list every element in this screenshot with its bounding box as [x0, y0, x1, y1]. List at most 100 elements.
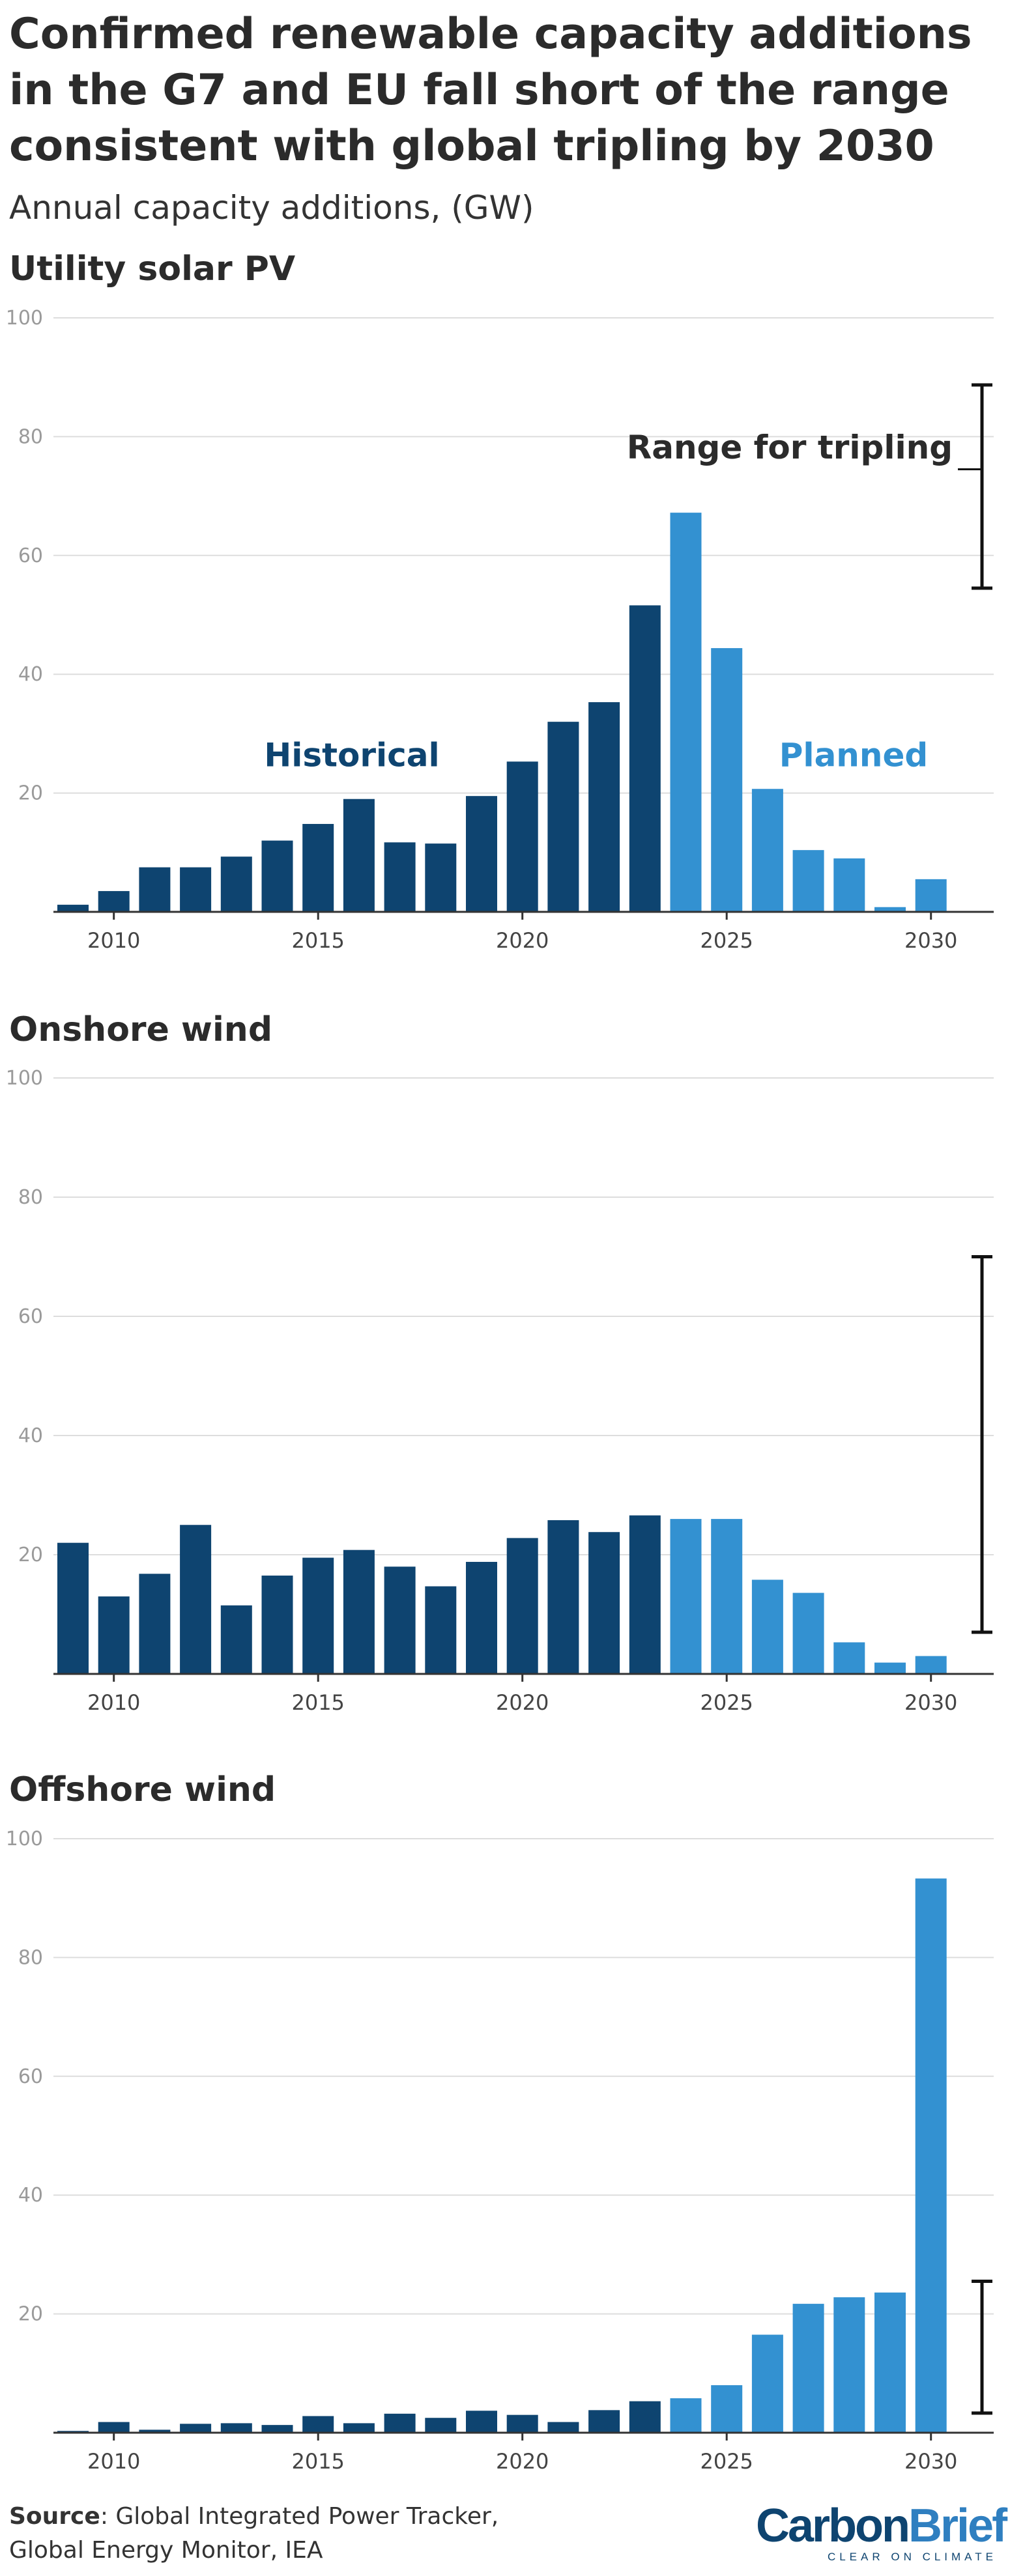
logo-text-carbon: Carbon	[756, 2500, 910, 2552]
bar-historical-2022	[588, 2410, 620, 2433]
y-tick-label: 20	[18, 782, 43, 805]
bar-historical-2010	[98, 2422, 130, 2433]
x-tick-label: 2030	[904, 1690, 957, 1715]
bar-historical-2017	[384, 2413, 416, 2433]
logo-tagline: CLEAR ON CLIMATE	[827, 2551, 997, 2563]
bar-historical-2019	[466, 2411, 497, 2433]
chart-title: Confirmed renewable capacity additions i…	[9, 10, 972, 171]
bar-planned-2028	[833, 1642, 865, 1674]
x-tick-label: 2030	[904, 928, 957, 953]
bar-planned-2029	[874, 1662, 906, 1674]
y-tick-label: 20	[18, 2303, 43, 2326]
bar-planned-2025	[711, 2385, 743, 2433]
y-tick-label: 20	[18, 1544, 43, 1566]
bar-planned-2026	[751, 2334, 783, 2433]
bar-planned-2028	[833, 858, 865, 912]
historical-annotation: Historical	[264, 737, 439, 774]
bar-historical-2019	[466, 796, 497, 912]
bar-planned-2029	[874, 907, 906, 912]
bar-historical-2014	[261, 2425, 293, 2433]
y-tick-label: 40	[18, 663, 43, 686]
bar-planned-2030	[915, 1878, 947, 2433]
y-tick-label: 100	[6, 1067, 43, 1090]
bar-historical-2013	[220, 1605, 252, 1674]
bar-historical-2021	[547, 722, 579, 912]
bar-planned-2025	[711, 1519, 743, 1674]
bar-historical-2022	[588, 702, 620, 912]
y-tick-label: 100	[6, 1828, 43, 1850]
y-tick-label: 80	[18, 1186, 43, 1209]
bar-planned-2026	[751, 1579, 783, 1674]
bar-planned-2029	[874, 2292, 906, 2433]
bar-historical-2012	[180, 2424, 212, 2433]
bar-historical-2016	[343, 2423, 375, 2433]
x-tick-label: 2010	[87, 928, 140, 953]
x-tick-label: 2015	[291, 928, 344, 953]
bar-historical-2016	[343, 799, 375, 912]
carbonbrief-logo: CarbonBrief CLEAR ON CLIMATE	[756, 2500, 1007, 2564]
bar-historical-2015	[302, 1557, 334, 1674]
bar-planned-2028	[833, 2297, 865, 2433]
bar-historical-2009	[57, 1542, 89, 1674]
bar-historical-2012	[180, 867, 212, 912]
bar-planned-2024	[670, 2398, 702, 2433]
bar-planned-2024	[670, 513, 702, 912]
bar-historical-2011	[139, 1574, 171, 1674]
x-tick-label: 2020	[496, 1690, 549, 1715]
bar-historical-2018	[425, 843, 457, 912]
bar-historical-2021	[547, 2422, 579, 2433]
y-tick-label: 100	[6, 307, 43, 330]
bar-historical-2015	[302, 2416, 334, 2433]
x-tick-label: 2015	[291, 1690, 344, 1715]
bar-historical-2011	[139, 2429, 171, 2433]
y-tick-label: 60	[18, 2065, 43, 2088]
bar-historical-2017	[384, 1566, 416, 1674]
x-tick-label: 2020	[496, 2449, 549, 2474]
range-annotation: Range for tripling	[627, 429, 953, 466]
x-tick-label: 2015	[291, 2449, 344, 2474]
bar-historical-2010	[98, 1596, 130, 1674]
bar-historical-2010	[98, 891, 130, 912]
y-tick-label: 80	[18, 1946, 43, 1969]
bar-planned-2030	[915, 1656, 947, 1674]
y-tick-label: 60	[18, 1305, 43, 1328]
bar-historical-2023	[629, 605, 661, 912]
x-tick-label: 2025	[700, 2449, 753, 2474]
y-tick-label: 60	[18, 545, 43, 567]
source-text: : Global Integrated Power Tracker, Globa…	[9, 2503, 499, 2564]
bar-historical-2022	[588, 1532, 620, 1674]
x-tick-label: 2025	[700, 928, 753, 953]
bar-historical-2013	[220, 2423, 252, 2433]
bar-historical-2015	[302, 824, 334, 912]
logo-text-brief: Brief	[908, 2500, 1007, 2552]
x-tick-label: 2010	[87, 1690, 140, 1715]
x-tick-label: 2010	[87, 2449, 140, 2474]
planned-annotation: Planned	[779, 737, 928, 774]
bar-historical-2018	[425, 1586, 457, 1674]
y-tick-label: 80	[18, 425, 43, 448]
bar-planned-2030	[915, 879, 947, 912]
bar-historical-2021	[547, 1520, 579, 1674]
bar-planned-2027	[792, 850, 824, 912]
bar-historical-2019	[466, 1561, 497, 1674]
bar-planned-2026	[751, 789, 783, 912]
bar-historical-2014	[261, 1576, 293, 1674]
bar-historical-2017	[384, 842, 416, 912]
x-tick-label: 2025	[700, 1690, 753, 1715]
chart-subtitle: Annual capacity additions, (GW)	[9, 189, 534, 227]
bar-historical-2014	[261, 840, 293, 912]
bar-planned-2027	[792, 1592, 824, 1674]
bar-historical-2023	[629, 2401, 661, 2433]
y-tick-label: 40	[18, 1424, 43, 1447]
bar-historical-2009	[57, 905, 89, 912]
bar-historical-2023	[629, 1515, 661, 1674]
bar-historical-2020	[506, 1538, 538, 1674]
bar-planned-2027	[792, 2304, 824, 2433]
bar-historical-2018	[425, 2418, 457, 2433]
bar-planned-2025	[711, 648, 743, 912]
source-label: Source	[9, 2503, 100, 2530]
bar-historical-2011	[139, 867, 171, 912]
bar-historical-2020	[506, 761, 538, 912]
y-tick-label: 40	[18, 2184, 43, 2207]
